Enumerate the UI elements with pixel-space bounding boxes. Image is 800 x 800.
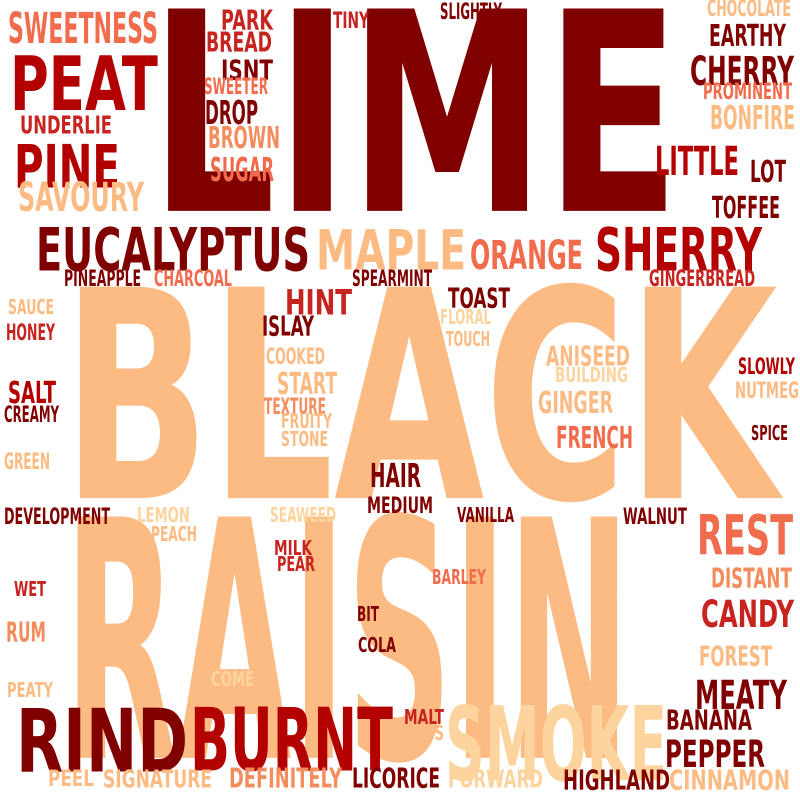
word-aniseed: ANISEED — [546, 340, 630, 373]
word-savoury: SAVOURY — [18, 173, 145, 221]
word-maple: MAPLE — [316, 218, 467, 283]
word-milk: MILK — [274, 536, 313, 560]
word-chocolate: CHOCOLATE — [707, 0, 791, 22]
word-drop: DROP — [205, 94, 259, 133]
word-pine: PINE — [14, 132, 121, 203]
word-come: COME — [211, 667, 255, 691]
word-seaweed: SEAWEED — [270, 503, 337, 527]
word-pear: PEAR — [277, 552, 315, 576]
word-ginger: GINGER — [538, 384, 614, 421]
word-underlie: UNDERLIE — [20, 111, 112, 141]
word-honey: HONEY — [6, 319, 55, 346]
word-spice: SPICE — [751, 421, 788, 445]
word-peel: PEEL — [48, 765, 94, 792]
word-cinnamon: CINNAMON — [669, 764, 790, 797]
word-peach: PEACH — [151, 522, 197, 546]
word-green: GREEN — [4, 448, 50, 475]
word-start: START — [277, 365, 338, 402]
word-islay: ISLAY — [262, 310, 315, 343]
word-burnt: BURNT — [190, 689, 393, 792]
word-slowly: SLOWLY — [738, 353, 795, 380]
word-cooked: COOKED — [266, 343, 326, 370]
word-nutmeg: NUTMEG — [735, 377, 799, 404]
word-distant: DISTANT — [711, 562, 792, 595]
word-salt: SALT — [8, 374, 56, 411]
word-candy: CANDY — [701, 592, 795, 637]
word-bonfire: BONFIRE — [710, 99, 795, 138]
word-sugar: SUGAR — [210, 151, 274, 190]
word-meaty: MEATY — [695, 671, 787, 719]
word-peat: PEAT — [10, 40, 158, 129]
word-signature: SIGNATURE — [103, 765, 213, 795]
word-toffee: TOFFEE — [712, 189, 780, 226]
word-peaty: PEATY — [7, 678, 54, 702]
word-earthy: EARTHY — [709, 17, 787, 54]
word-smoke: SMOKE — [445, 685, 668, 800]
word-rest: REST — [697, 503, 794, 568]
word-vanilla: VANILLA — [457, 503, 515, 527]
word-sauce: SAUCE — [8, 295, 54, 319]
word-rum: RUM — [6, 616, 46, 649]
word-bread: BREAD — [206, 26, 273, 59]
word-prominent: PROMINENT — [703, 78, 793, 105]
word-building: BUILDING — [555, 363, 629, 387]
word-medium: MEDIUM — [367, 492, 434, 519]
word-sweeter: SWEETER — [204, 73, 269, 100]
word-gingerbread: GINGERBREAD — [649, 265, 756, 292]
word-eucalyptus: EUCALYPTUS — [36, 215, 311, 286]
word-touch: TOUCH — [446, 327, 490, 351]
word-park: PARK — [221, 4, 274, 37]
word-orange: ORANGE — [470, 231, 583, 279]
word-cherry: CHERRY — [690, 47, 795, 95]
word-black: BLACK — [62, 229, 778, 568]
word-sweetness: SWEETNESS — [8, 3, 158, 54]
word-tiny: TINY — [333, 7, 370, 34]
word-licorice: LICORICE — [352, 762, 441, 795]
word-creamy: CREAMY — [4, 401, 60, 428]
word-french: FRENCH — [556, 419, 634, 456]
word-moss: MOSS — [401, 721, 445, 745]
word-malt: MALT — [404, 705, 445, 729]
word-lime: LIME — [150, 0, 680, 278]
word-hair: HAIR — [370, 457, 422, 496]
word-banana: BANANA — [666, 704, 752, 737]
word-sherry: SHERRY — [595, 215, 763, 286]
word-walnut: WALNUT — [623, 503, 687, 530]
word-forward: FORWARD — [448, 765, 543, 795]
word-floral: FLORAL — [440, 305, 492, 329]
word-forest: FOREST — [699, 640, 773, 673]
word-pineapple: PINEAPPLE — [64, 265, 142, 292]
word-cola: COLA — [358, 633, 396, 657]
word-fruity: FRUITY — [281, 409, 333, 433]
word-wet: WET — [14, 577, 46, 601]
word-brown: BROWN — [208, 119, 281, 156]
word-charcoal: CHARCOAL — [154, 265, 232, 292]
word-lemon: LEMON — [137, 503, 190, 527]
word-texture: TEXTURE — [264, 393, 326, 420]
word-slightly: SLIGHTLY — [440, 0, 503, 25]
word-raisin: RAISIN — [64, 450, 631, 800]
word-toast: TOAST — [448, 282, 511, 315]
word-hint: HINT — [285, 282, 353, 323]
word-isnt: ISNT — [221, 54, 274, 87]
word-development: DEVELOPMENT — [4, 503, 111, 530]
word-bit: BIT — [357, 602, 380, 626]
word-definitely: DEFINITELY — [229, 762, 343, 795]
word-little: LITTLE — [655, 137, 739, 185]
word-pepper: PEPPER — [665, 732, 766, 777]
word-barley: BARLEY — [432, 565, 487, 589]
word-stone: STONE — [281, 427, 328, 451]
word-spearmint: SPEARMINT — [352, 265, 433, 292]
word-highland: HIGHLAND — [563, 764, 671, 797]
word-lot: LOT — [750, 153, 786, 190]
word-rind: RIND — [16, 690, 189, 793]
